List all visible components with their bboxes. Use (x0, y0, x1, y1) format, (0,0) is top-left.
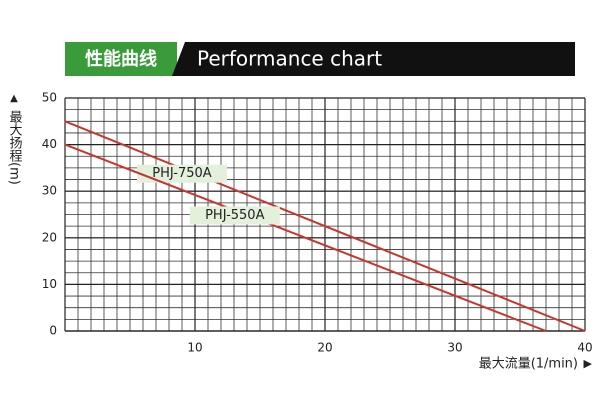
x-tick-label: 40 (577, 341, 592, 355)
title-banner-green (65, 42, 177, 76)
legend-box (137, 164, 227, 183)
chart-title: 性能曲线 (85, 48, 157, 70)
x-axis-label: 最大流量(1/min) (479, 357, 578, 372)
x-tick-label: 10 (187, 341, 202, 355)
series-line (64, 120, 586, 332)
title-banner-black (172, 42, 575, 76)
series-line (64, 143, 547, 332)
y-tick-label: 50 (42, 91, 57, 105)
legend-label: PHJ-550A (205, 208, 264, 223)
y-axis-label: 最大扬程(m) (7, 110, 23, 185)
y-axis-arrow: ▲ (10, 93, 18, 104)
legend-label: PHJ-750A (152, 166, 211, 181)
y-tick-label: 20 (42, 230, 57, 244)
y-tick-label: 30 (42, 184, 57, 198)
y-tick-label: 10 (42, 277, 57, 291)
x-axis-arrow: ▶ (584, 357, 593, 370)
y-tick-label: 0 (49, 324, 57, 338)
x-tick-label: 20 (317, 341, 332, 355)
chart-subtitle: Performance chart (197, 47, 382, 71)
legend-box (189, 206, 280, 225)
x-tick-label: 30 (447, 341, 462, 355)
y-tick-label: 40 (42, 137, 57, 151)
